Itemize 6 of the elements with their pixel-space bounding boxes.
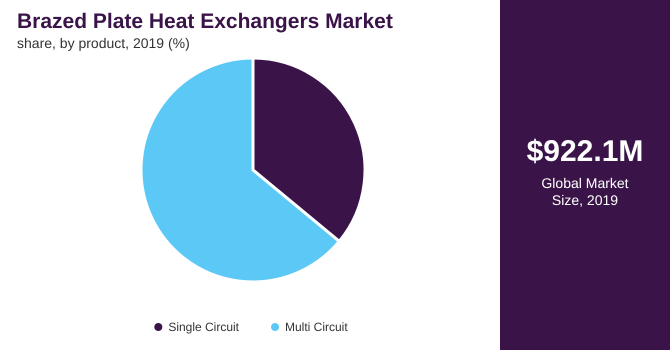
legend-label: Multi Circuit: [285, 320, 348, 334]
chart-subtitle: share, by product, 2019 (%): [17, 35, 190, 51]
legend-label: Single Circuit: [168, 320, 240, 334]
text: $922.1M: [526, 135, 644, 169]
text: Global Market Size, 2019: [540, 175, 630, 209]
chart-title: Brazed Plate Heat Exchangers Market: [17, 10, 393, 33]
